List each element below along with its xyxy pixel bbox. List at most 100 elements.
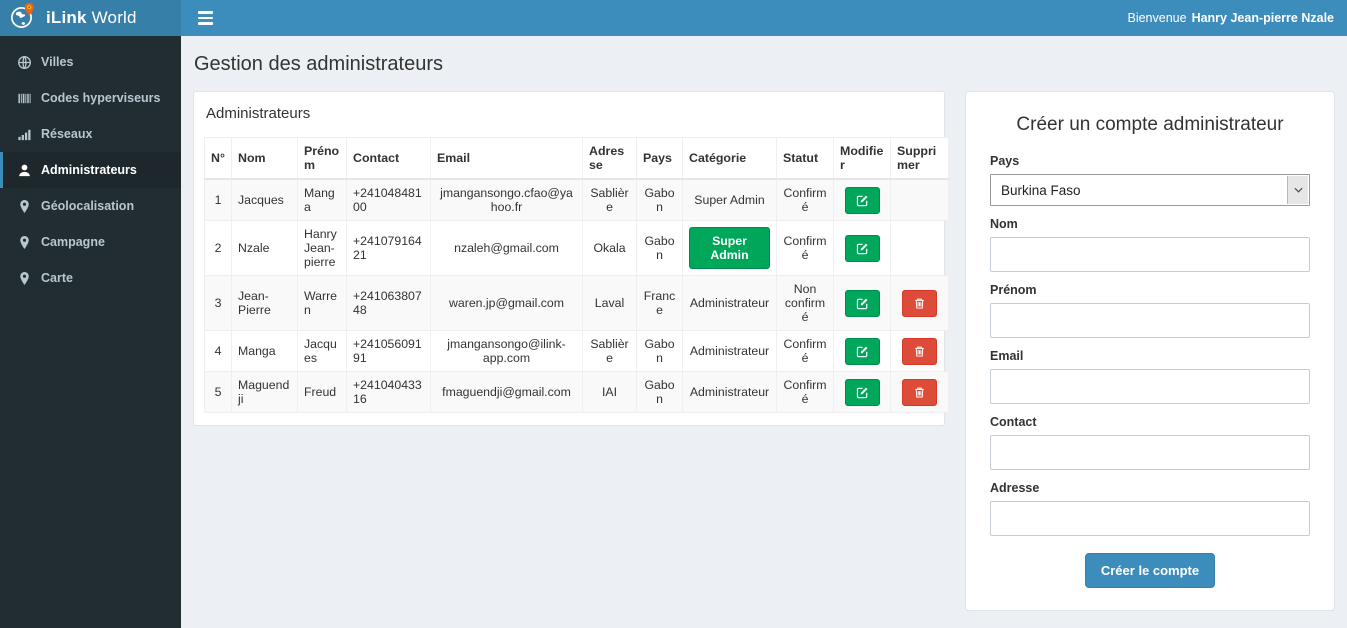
admin-table-head-row: N° Nom Prénom Contact Email Adresse Pays Catégo… xyxy=(204,137,949,180)
adresse-input[interactable] xyxy=(990,501,1310,536)
statut-cell: Non confirmé xyxy=(776,275,834,331)
top-navbar: iLink World Bienvenue Hanry Jean-pierre N… xyxy=(0,0,1347,36)
sidebar-item-label: Villes xyxy=(41,55,74,69)
modifier-cell xyxy=(833,371,891,413)
chevron-down-icon[interactable] xyxy=(1287,176,1308,204)
edit-button[interactable] xyxy=(844,378,880,406)
brand-title: iLink World xyxy=(46,8,137,27)
sidebar-item-administrateurs[interactable]: Administrateurs xyxy=(0,152,181,188)
table-row: 3 Jean-Pierre Warren +24106380748 waren.jp@g… xyxy=(204,275,949,331)
create-admin-panel: Créer un compte administrateur Pays Burki… xyxy=(965,91,1335,611)
email-cell: jmangansongo.cfao@yahoo.fr xyxy=(430,178,583,221)
supprimer-cell xyxy=(890,220,949,276)
adresse-cell: Okala xyxy=(582,220,637,276)
column-header: Contact xyxy=(346,137,431,180)
contact-input[interactable] xyxy=(990,435,1310,470)
sidebar-item-carte[interactable]: Carte xyxy=(0,260,181,296)
sidebar-item-reseaux[interactable]: Réseaux xyxy=(0,116,181,152)
sidebar-item-label: Campagne xyxy=(41,235,105,249)
row-number-cell: 4 xyxy=(204,330,232,372)
adresse-label: Adresse xyxy=(990,481,1040,495)
column-header: Catégorie xyxy=(682,137,777,180)
prenom-input[interactable] xyxy=(990,303,1310,338)
sidebar-item-campagne[interactable]: Campagne xyxy=(0,224,181,260)
email-cell: jmangansongo@ilink-app.com xyxy=(430,330,583,372)
pays-select[interactable]: Burkina Faso xyxy=(990,174,1310,206)
prenom-label: Prénom xyxy=(990,283,1037,297)
row-number-cell: 5 xyxy=(204,371,232,413)
categorie-cell: Administrateur xyxy=(682,330,777,372)
sidebar-toggle-icon[interactable] xyxy=(181,0,230,36)
contact-cell: +24107916421 xyxy=(346,220,431,276)
create-admin-form-fields: Pays Burkina Faso Nom Prénom Email Contact Adr… xyxy=(990,154,1310,536)
pays-cell: Gabon xyxy=(636,220,683,276)
sidebar-menu: Villes Codes hyperviseurs Réseaux Administr… xyxy=(0,44,181,296)
edit-button[interactable] xyxy=(844,234,880,262)
edit-button[interactable] xyxy=(844,289,880,317)
categorie-badge[interactable]: Super Admin xyxy=(689,227,770,269)
sidebar-item-label: Réseaux xyxy=(41,127,93,141)
prenom-cell: Freud xyxy=(297,371,347,413)
edit-button[interactable] xyxy=(844,186,880,214)
pays-label: Pays xyxy=(990,154,1020,168)
row-number-cell: 3 xyxy=(204,275,232,331)
row-number-cell: 1 xyxy=(204,178,232,221)
nom-cell: Nzale xyxy=(231,220,298,276)
email-cell: waren.jp@gmail.com xyxy=(430,275,583,331)
modifier-cell xyxy=(833,220,891,276)
contact-cell: +24104043316 xyxy=(346,371,431,413)
map-marker-icon xyxy=(16,198,32,214)
sidebar-item-codes-hyperviseurs[interactable]: Codes hyperviseurs xyxy=(0,80,181,116)
table-row: 2 Nzale Hanry Jean-pierre +24107916421 nzale… xyxy=(204,220,949,276)
user-icon xyxy=(16,162,32,178)
row-number-cell: 2 xyxy=(204,220,232,276)
contact-label: Contact xyxy=(990,415,1037,429)
categorie-cell: Administrateur xyxy=(682,371,777,413)
sidebar-item-label: Administrateurs xyxy=(41,163,137,177)
modifier-cell xyxy=(833,275,891,331)
email-cell: nzaleh@gmail.com xyxy=(430,220,583,276)
contact-cell: +24104848100 xyxy=(346,178,431,221)
adresse-cell: IAI xyxy=(582,371,637,413)
contact-cell: +24105609191 xyxy=(346,330,431,372)
sidebar-item-label: Codes hyperviseurs xyxy=(41,91,161,105)
delete-button[interactable] xyxy=(902,337,937,365)
globe-icon xyxy=(16,54,32,70)
edit-icon xyxy=(856,297,869,310)
prenom-cell: Warren xyxy=(297,275,347,331)
modifier-cell xyxy=(833,178,891,221)
barcode-icon xyxy=(16,90,32,106)
welcome-message: Bienvenue Hanry Jean-pierre Nzale xyxy=(1127,11,1334,25)
email-label: Email xyxy=(990,349,1024,363)
trash-icon xyxy=(913,345,926,358)
pays-cell: Gabon xyxy=(636,330,683,372)
prenom-cell: Manga xyxy=(297,178,347,221)
column-header: Nom xyxy=(231,137,298,180)
prenom-cell: Hanry Jean-pierre xyxy=(297,220,347,276)
administrators-table: N° Nom Prénom Contact Email Adresse Pays Catégo… xyxy=(204,137,949,413)
signal-bars-icon xyxy=(16,126,32,142)
edit-icon xyxy=(856,242,869,255)
create-admin-title: Créer un compte administrateur xyxy=(1016,114,1284,135)
edit-icon xyxy=(856,345,869,358)
edit-icon xyxy=(856,194,869,207)
edit-button[interactable] xyxy=(844,337,880,365)
column-header: Pays xyxy=(636,137,683,180)
categorie-cell: Super Admin xyxy=(682,220,777,276)
sidebar-item-geolocalisation[interactable]: Géolocalisation xyxy=(0,188,181,224)
sidebar-item-villes[interactable]: Villes xyxy=(0,44,181,80)
email-cell: fmaguendji@gmail.com xyxy=(430,371,583,413)
brand-link[interactable]: iLink World xyxy=(0,0,181,36)
pays-cell: Gabon xyxy=(636,178,683,221)
create-account-button[interactable]: Créer le compte xyxy=(1084,553,1216,588)
main-content: Gestion des administrateurs Administrate… xyxy=(181,36,1347,628)
administrators-panel: Administrateurs N° Nom Prénom Contact Email A… xyxy=(193,91,949,426)
supprimer-cell xyxy=(890,371,949,413)
delete-button[interactable] xyxy=(902,378,937,406)
email-input[interactable] xyxy=(990,369,1310,404)
nom-input[interactable] xyxy=(990,237,1310,272)
delete-button[interactable] xyxy=(902,289,937,317)
map-marker-icon xyxy=(16,234,32,250)
adresse-cell: Sablière xyxy=(582,178,637,221)
column-header: Supprimer xyxy=(890,137,949,180)
